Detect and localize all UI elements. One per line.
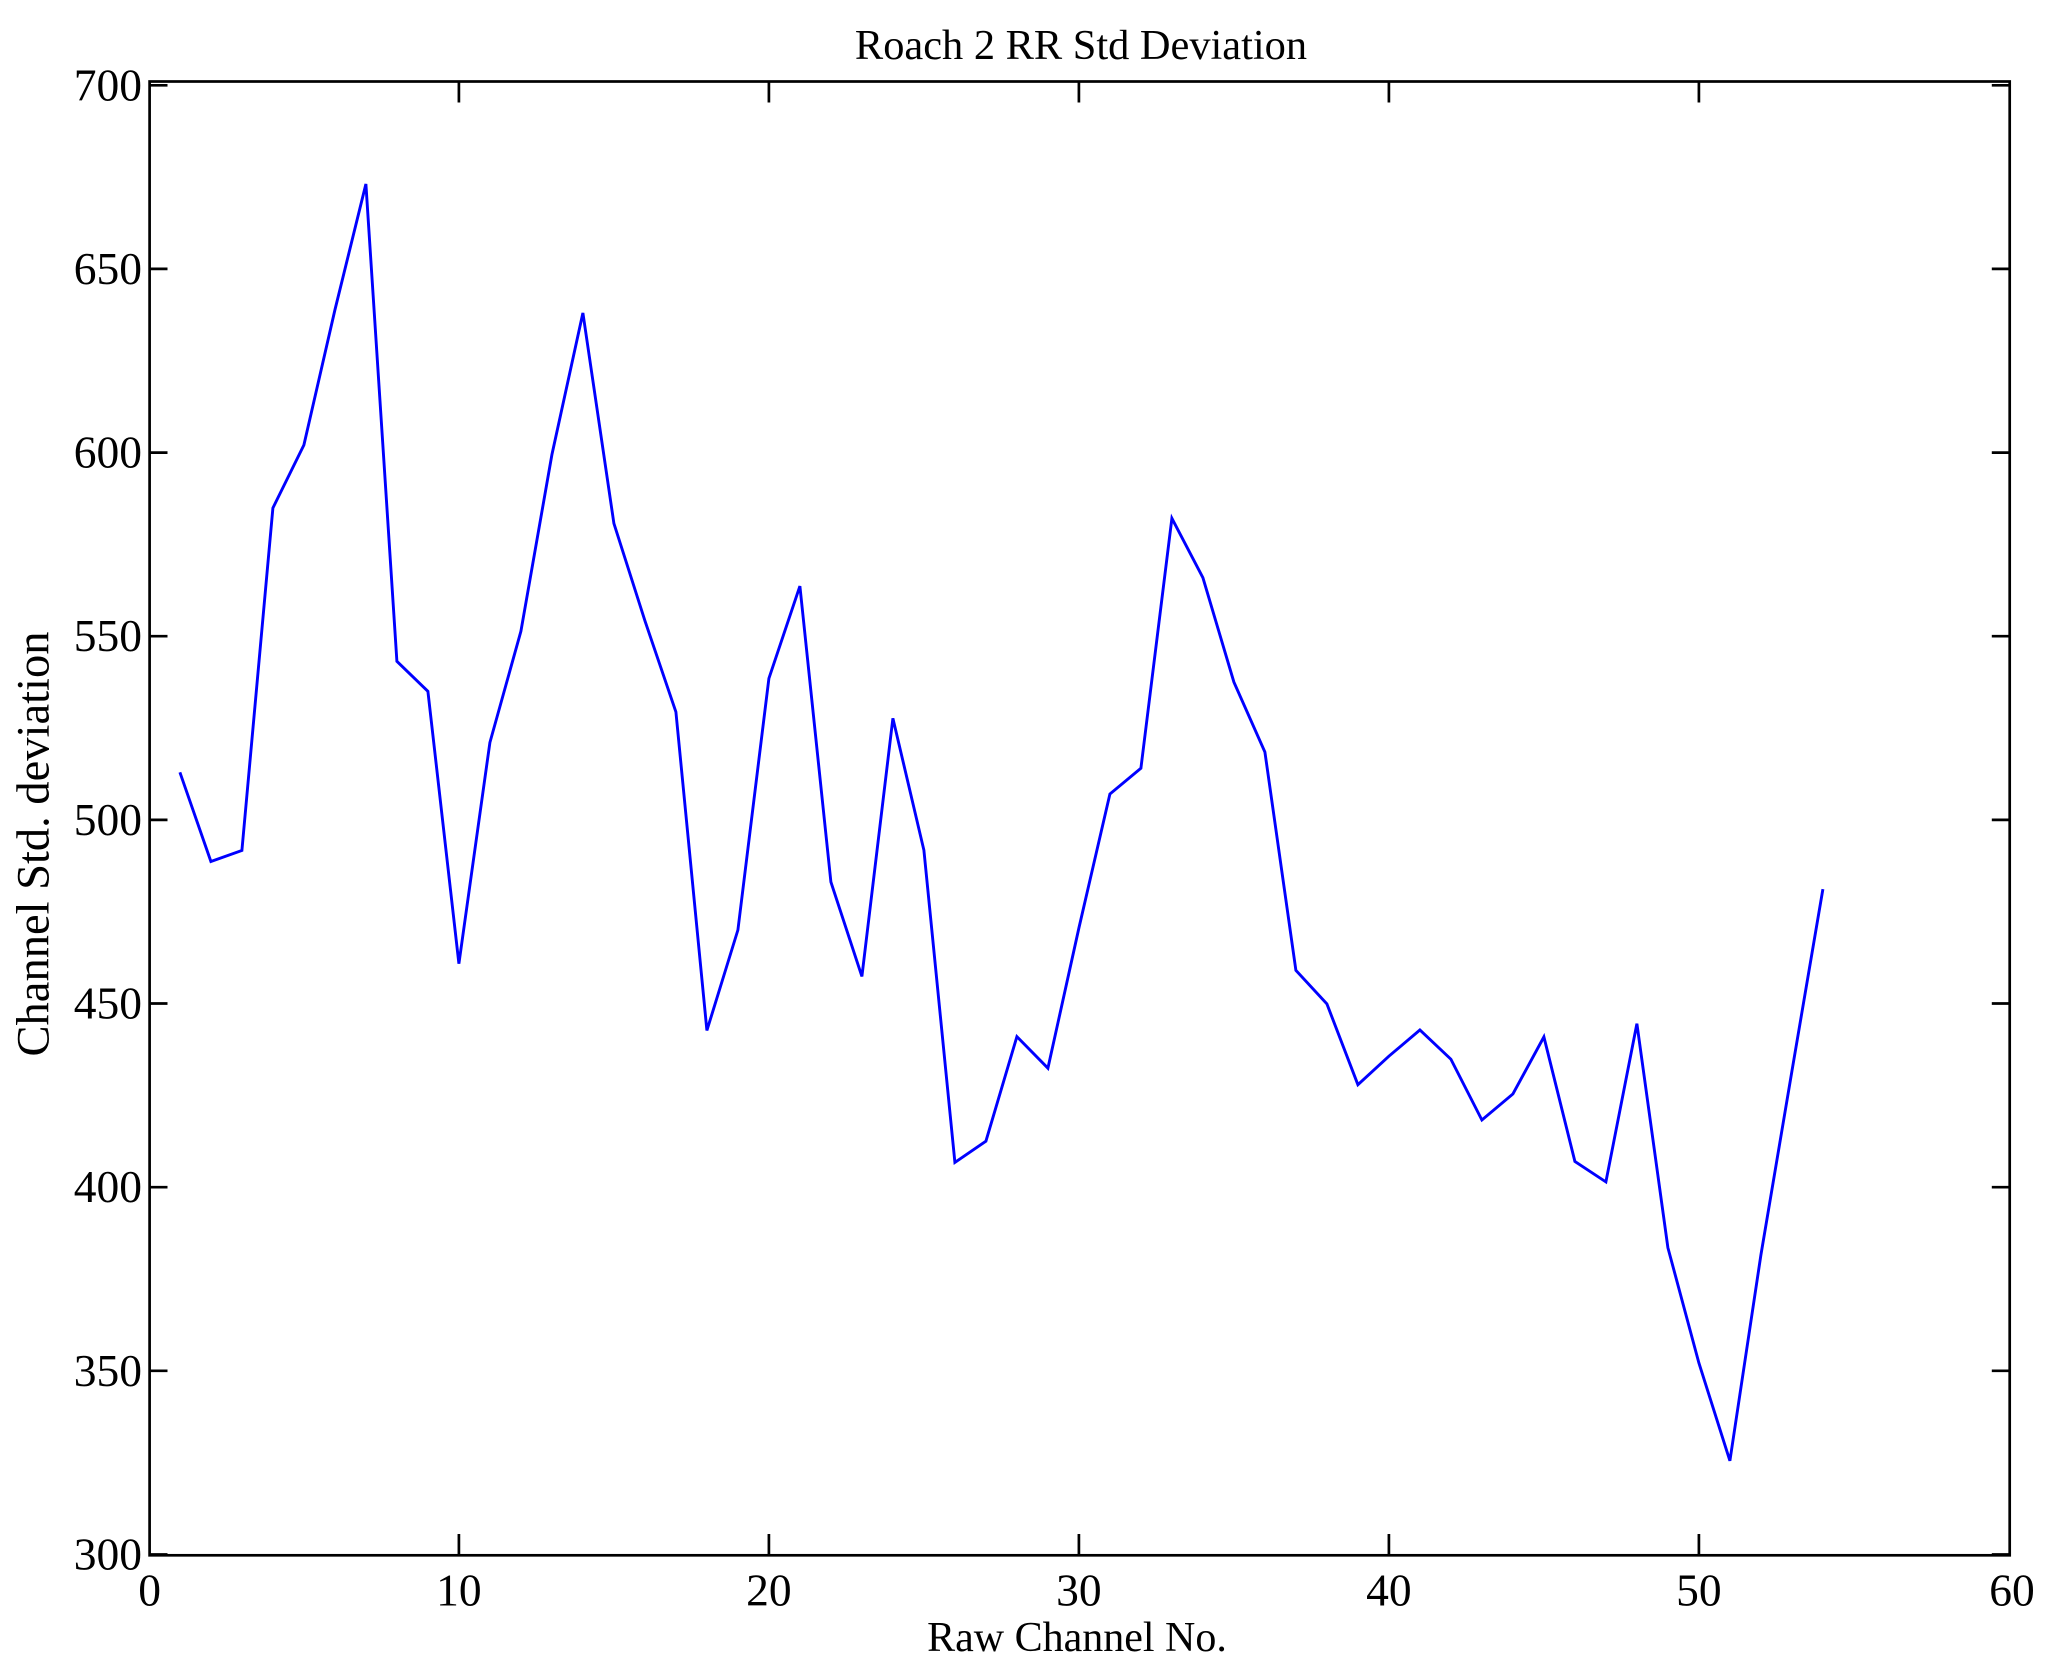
svg-text:500: 500	[74, 794, 142, 845]
svg-text:700: 700	[74, 59, 142, 110]
svg-text:Raw Channel No.: Raw Channel No.	[927, 1615, 1227, 1661]
svg-text:400: 400	[74, 1161, 142, 1212]
svg-text:40: 40	[1366, 1565, 1412, 1616]
svg-text:550: 550	[74, 610, 142, 661]
svg-text:Channel Std. deviation: Channel Std. deviation	[9, 632, 60, 1057]
svg-text:50: 50	[1676, 1565, 1722, 1616]
svg-text:10: 10	[436, 1565, 482, 1616]
svg-text:350: 350	[74, 1345, 142, 1396]
svg-text:450: 450	[74, 978, 142, 1029]
svg-text:600: 600	[74, 427, 142, 478]
svg-text:300: 300	[74, 1529, 142, 1580]
svg-text:0: 0	[138, 1565, 161, 1616]
svg-text:Roach 2 RR Std Deviation: Roach 2 RR Std Deviation	[855, 22, 1307, 69]
svg-text:30: 30	[1056, 1565, 1102, 1616]
svg-text:60: 60	[1989, 1565, 2035, 1616]
svg-text:20: 20	[746, 1565, 792, 1616]
svg-text:650: 650	[74, 243, 142, 294]
